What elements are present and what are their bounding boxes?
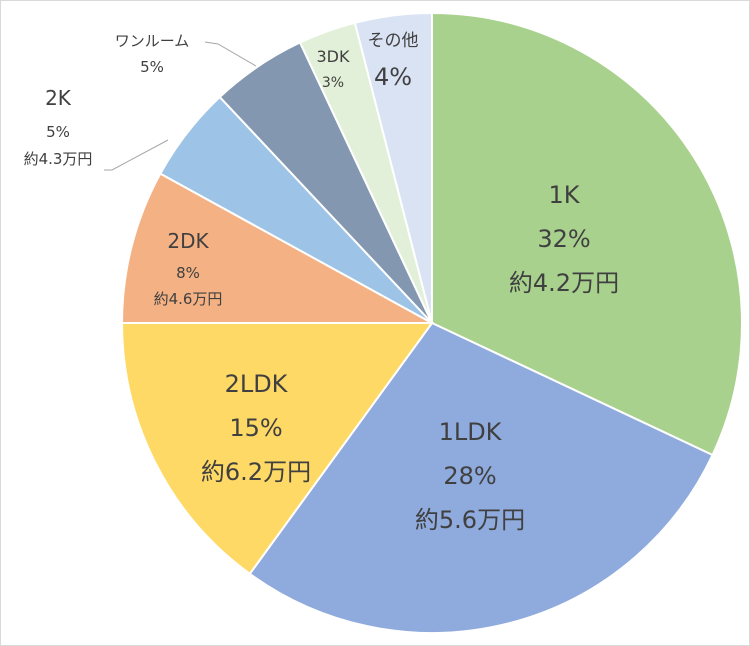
label-2ldk-category: 2LDK [225, 370, 289, 398]
leader-line-one-room [204, 41, 257, 67]
pie-slice-other [353, 11, 433, 324]
leader-lines [104, 41, 257, 171]
label-2ldk-percent: 15% [229, 414, 282, 442]
label-2dk-category: 2DK [167, 229, 209, 253]
pie-slice-1ldk [248, 321, 714, 634]
slice-labels: 1K 32% 約4.2万円 1LDK 28% 約5.6万円 2LDK 15% 約… [24, 31, 620, 534]
label-1ldk-rent: 約5.6万円 [415, 506, 525, 534]
pie-slices [120, 11, 743, 634]
pie-slice-1k [431, 11, 743, 457]
label-2ldk-rent: 約6.2万円 [201, 458, 311, 486]
label-2k-rent: 約4.3万円 [24, 150, 93, 168]
label-3dk-percent: 3% [322, 75, 344, 91]
label-other-percent: 4% [374, 63, 412, 91]
pie-slice-2ldk [120, 322, 434, 576]
pie-slice-2dk [120, 172, 433, 324]
leader-line-2k [104, 139, 169, 171]
label-1ldk-percent: 28% [443, 462, 496, 490]
label-3dk-category: 3DK [317, 47, 351, 66]
label-1k-category: 1K [548, 181, 580, 209]
label-1k-percent: 32% [537, 225, 590, 253]
label-other-category: その他 [368, 31, 419, 51]
label-1k-rent: 約4.2万円 [509, 269, 619, 297]
label-1ldk-category: 1LDK [439, 418, 503, 446]
label-2k-percent: 5% [46, 123, 70, 141]
label-2dk-percent: 8% [176, 264, 200, 282]
label-one-room-percent: 5% [140, 58, 164, 76]
label-2dk-rent: 約4.6万円 [154, 290, 223, 308]
label-one-room-category: ワンルーム [115, 32, 190, 50]
label-2k-category: 2K [45, 86, 72, 110]
